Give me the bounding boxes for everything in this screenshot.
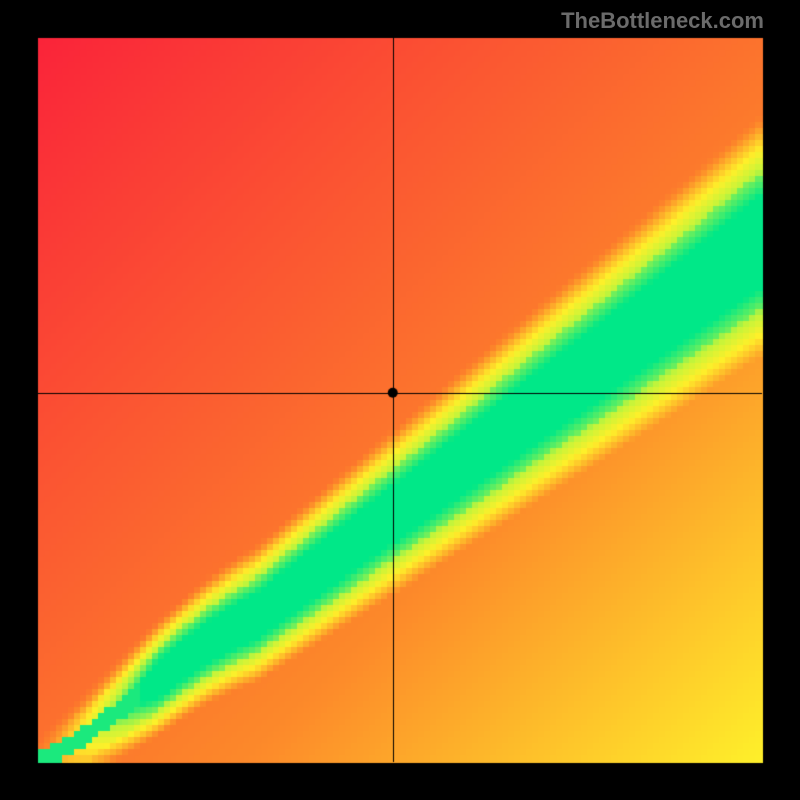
chart-container: TheBottleneck.com xyxy=(0,0,800,800)
heatmap-canvas xyxy=(0,0,800,800)
attribution-text: TheBottleneck.com xyxy=(561,8,764,34)
